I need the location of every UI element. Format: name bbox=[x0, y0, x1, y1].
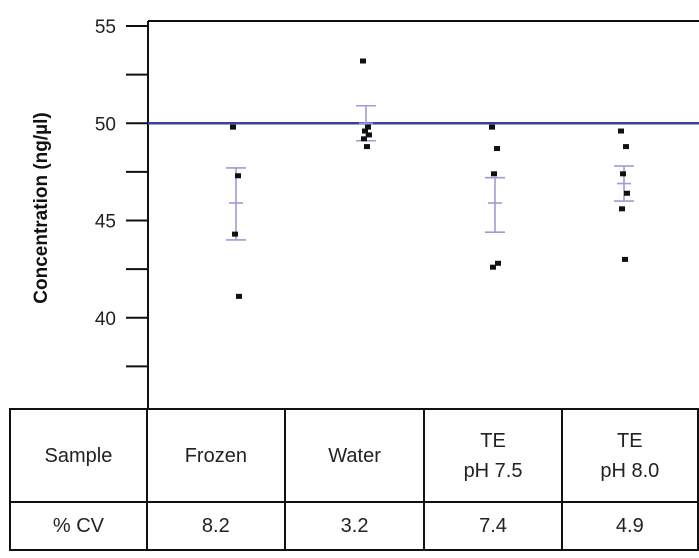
summary-table: Sample Frozen Water TE pH 7.5 TE pH 8.0 % CV 8.2… bbox=[9, 408, 699, 551]
table-row-cv: % CV 8.2 3.2 7.4 4.9 bbox=[9, 501, 699, 551]
table-cell: 7.4 bbox=[423, 501, 563, 551]
table-cell: Water bbox=[283, 408, 426, 503]
table-cell-text: Water bbox=[328, 444, 381, 467]
table-cell-text: TE bbox=[617, 429, 643, 452]
y-axis-label: Concentration (ng/µl) bbox=[31, 112, 52, 303]
chart: 40 45 50 55 Concentration (ng/µl) bbox=[31, 17, 699, 408]
data-point bbox=[235, 173, 241, 179]
data-point bbox=[620, 171, 626, 177]
table-cell: 3.2 bbox=[283, 501, 426, 551]
table-cell-text: 3.2 bbox=[340, 515, 369, 537]
y-tick-label: 50 bbox=[95, 114, 116, 135]
data-point bbox=[362, 128, 368, 134]
data-point bbox=[624, 190, 630, 196]
data-point bbox=[619, 206, 625, 212]
table-cell: TE pH 8.0 bbox=[560, 408, 699, 503]
table-cell-text: pH 7.5 bbox=[463, 459, 523, 482]
data-point bbox=[490, 264, 496, 270]
table-cell: Frozen bbox=[145, 408, 286, 503]
data-points bbox=[230, 58, 630, 299]
table-cell-text: Frozen bbox=[184, 444, 247, 467]
table-cell-text: TE bbox=[480, 429, 506, 452]
data-point bbox=[622, 256, 628, 262]
data-point bbox=[364, 144, 370, 150]
table-cell: TE pH 7.5 bbox=[423, 408, 563, 503]
error-bars bbox=[226, 104, 634, 241]
data-point bbox=[361, 136, 367, 142]
table-row-header: % CV bbox=[9, 501, 148, 551]
data-point bbox=[489, 124, 495, 130]
data-point bbox=[618, 128, 624, 134]
data-point bbox=[491, 171, 497, 177]
data-point bbox=[623, 144, 629, 150]
table-cell: 4.9 bbox=[560, 501, 699, 551]
data-point bbox=[360, 58, 366, 64]
y-tick-label: 45 bbox=[95, 212, 116, 233]
table-cell-text: 7.4 bbox=[479, 515, 507, 537]
table-cell: 8.2 bbox=[145, 501, 286, 551]
table-cell-text: 4.9 bbox=[615, 515, 644, 537]
data-point bbox=[366, 132, 372, 138]
data-point bbox=[236, 293, 242, 299]
table-row-header: Sample bbox=[9, 408, 148, 503]
y-axis: 40 45 50 55 bbox=[95, 17, 699, 408]
data-point bbox=[494, 146, 500, 152]
data-point bbox=[495, 260, 501, 266]
data-point bbox=[230, 124, 236, 130]
table-cell-text: pH 8.0 bbox=[600, 459, 660, 482]
y-tick-label: 40 bbox=[95, 309, 116, 330]
data-point bbox=[365, 124, 371, 130]
y-tick-label: 55 bbox=[95, 17, 116, 38]
table-cell-text: 8.2 bbox=[201, 515, 230, 537]
table-row-sample: Sample Frozen Water TE pH 7.5 TE pH 8.0 bbox=[9, 408, 699, 503]
data-point bbox=[232, 231, 238, 237]
